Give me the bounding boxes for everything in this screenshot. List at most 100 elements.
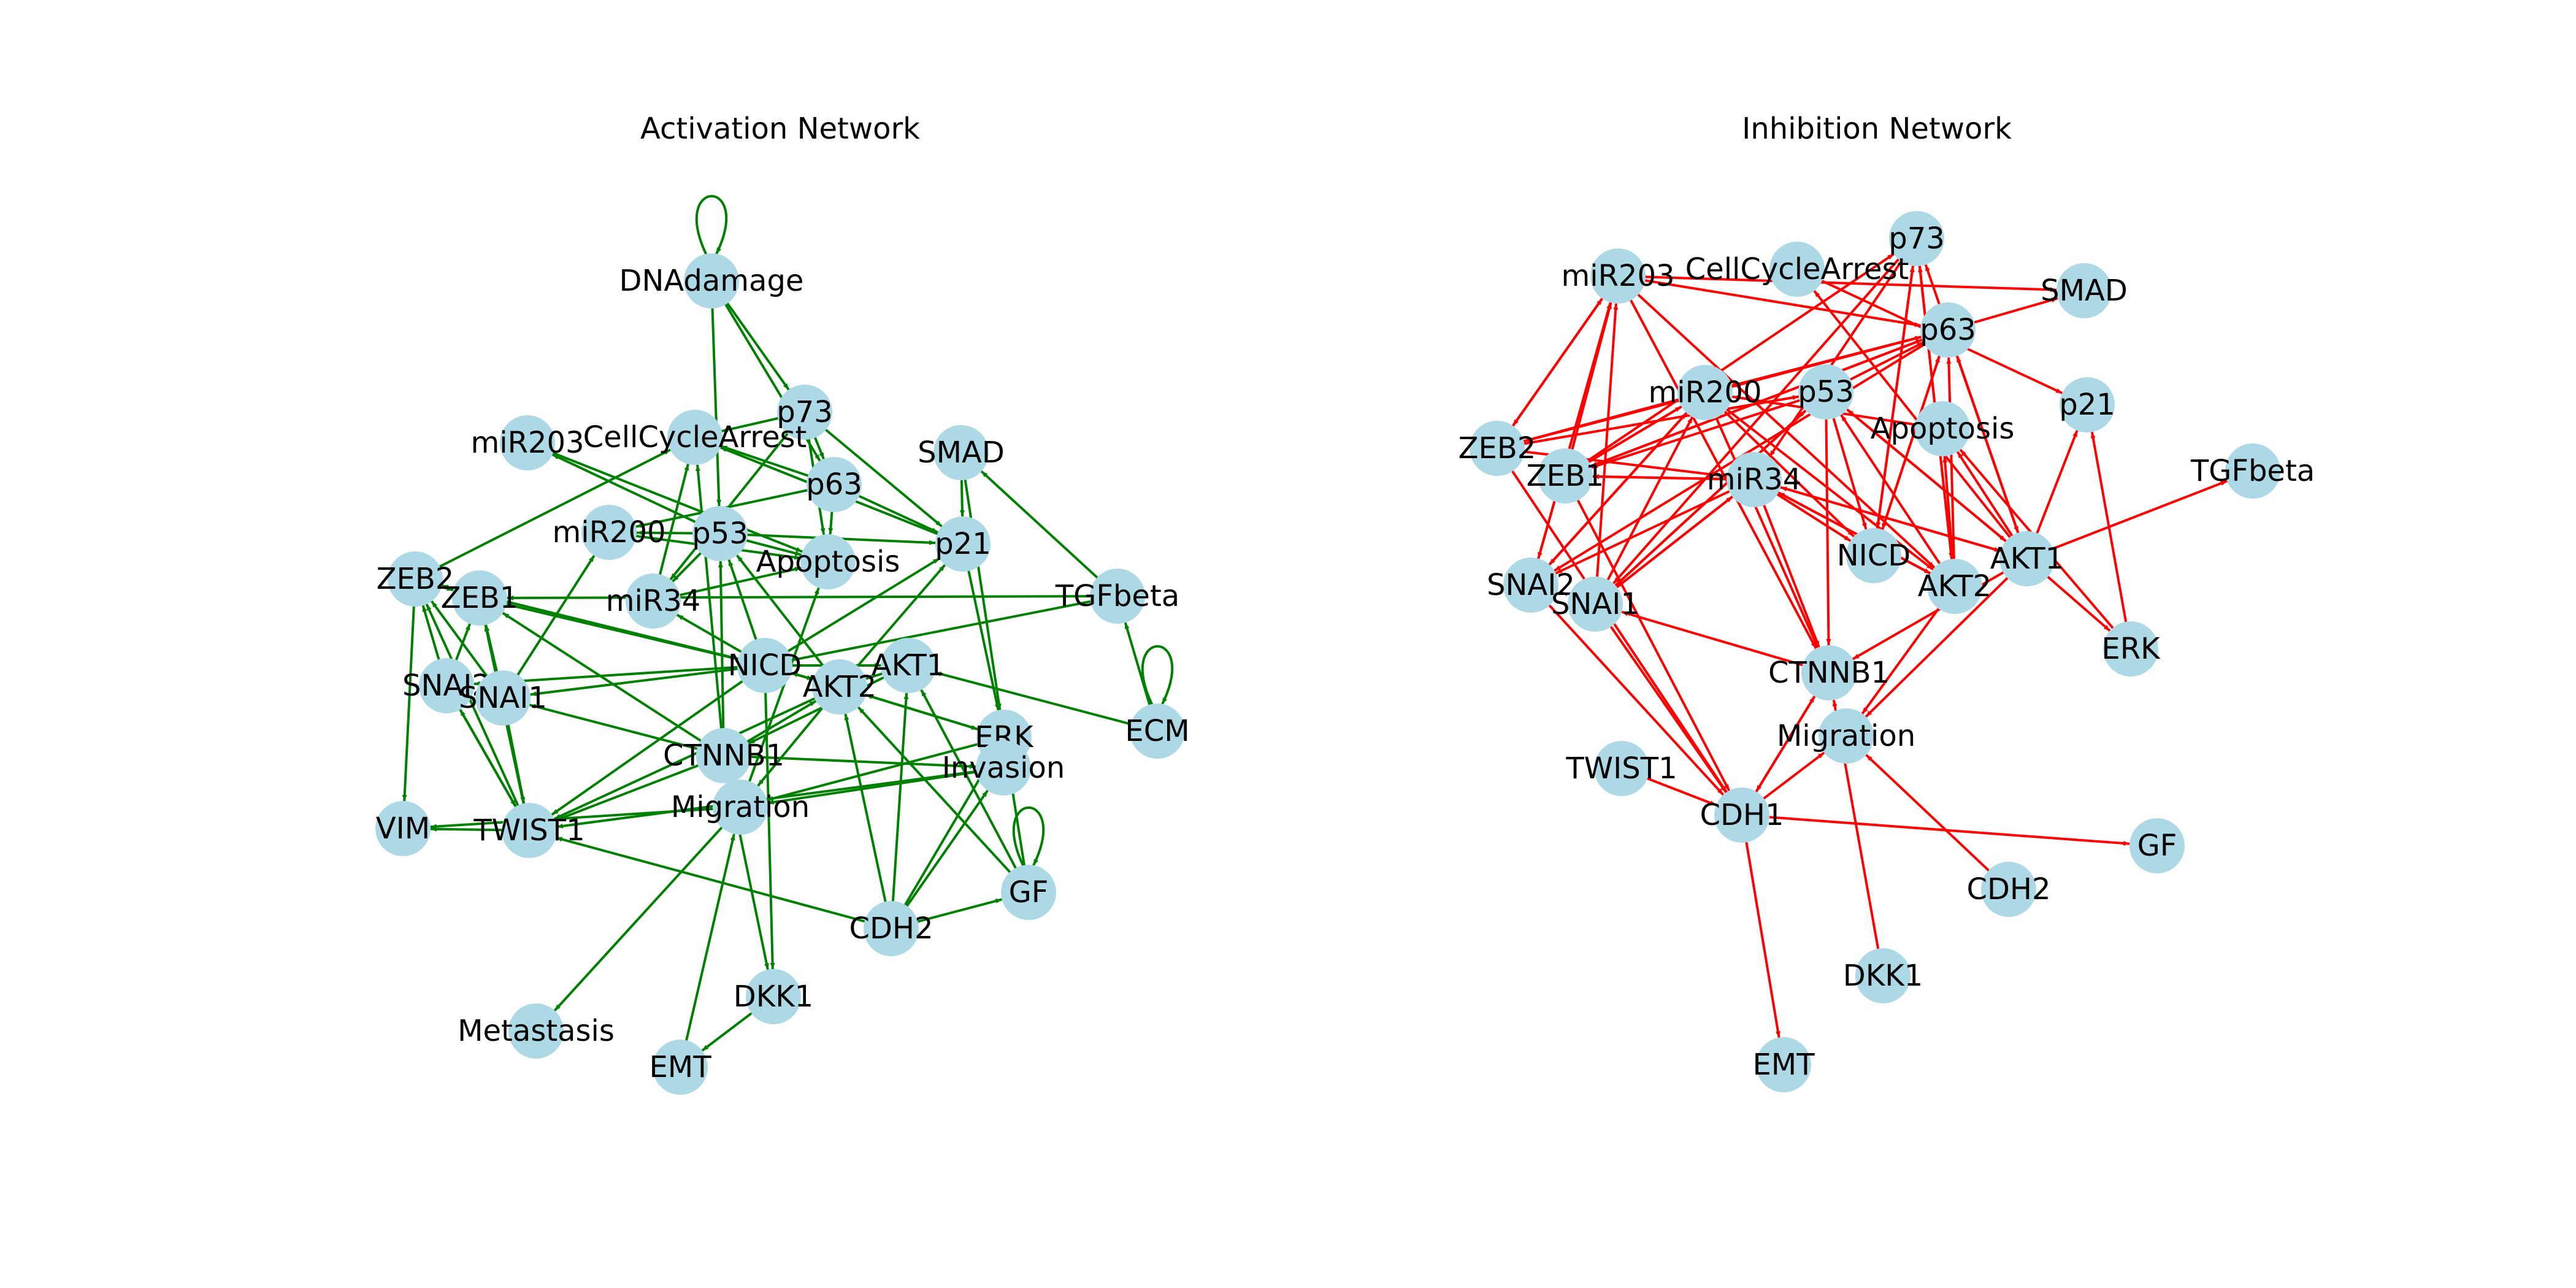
- inhibition-edge-mir200-to-akt2: [1723, 406, 1934, 570]
- activation-edge-p63-to-apoptosis: [828, 508, 834, 535]
- node-label: AKT2: [1918, 569, 1991, 604]
- node-circle: [1999, 531, 2055, 586]
- inhibition-edge-snai1-to-mir200: [1605, 416, 1694, 583]
- node-circle: [864, 901, 919, 956]
- node-label: miR200: [1648, 375, 1761, 410]
- inhibition-node-p73: p73: [1888, 211, 1945, 266]
- node-label: AKT2: [803, 670, 876, 704]
- activation-edge-cdh2-to-invasion: [904, 789, 989, 910]
- node-label: TWIST1: [1565, 751, 1677, 786]
- activation-network-panel: Activation Network DNAdamage p73 SMAD miR20…: [375, 112, 1190, 1095]
- node-label: p63: [806, 467, 862, 502]
- node-label: DKK1: [1843, 959, 1923, 993]
- activation-edge-p63-to-p21: [856, 493, 938, 534]
- activation-edge-nicd-to-mir34: [676, 613, 745, 654]
- activation-edge-tgfbeta-to-nicd: [791, 599, 1094, 662]
- node-label: p21: [2059, 388, 2115, 422]
- node-circle: [933, 425, 989, 480]
- activation-edge-cdh2-to-akt1: [891, 692, 909, 905]
- node-circle: [452, 570, 507, 626]
- node-circle: [2225, 443, 2280, 499]
- activation-edge-p63-to-cellcyclearrest: [720, 445, 811, 478]
- activation-edge-gf-to-gf: [1012, 806, 1045, 867]
- activation-node-apoptosis: Apoptosis: [756, 534, 900, 589]
- node-label: CDH2: [1966, 872, 2050, 907]
- activation-edge-migration-to-metastasis: [553, 824, 725, 1012]
- activation-node-migration: Migration: [671, 780, 810, 835]
- activation-node-invasion: Invasion: [942, 740, 1065, 795]
- node-circle: [2057, 263, 2112, 318]
- node-label: Metastasis: [458, 1014, 615, 1048]
- node-circle: [1714, 788, 1769, 843]
- node-circle: [935, 516, 991, 572]
- inhibition-node-cdh2: CDH2: [1966, 862, 2051, 917]
- node-label: Apoptosis: [756, 545, 900, 579]
- activation-node-akt1: AKT1: [872, 638, 945, 693]
- node-circle: [1538, 448, 1593, 504]
- inhibition-edge-ctnnb1-to-snai1: [1621, 610, 1806, 667]
- node-label: miR200: [552, 515, 665, 550]
- inhibition-node-snai2: SNAI2: [1487, 558, 1575, 613]
- node-label: Invasion: [942, 751, 1065, 785]
- activation-edges: [402, 194, 1174, 1052]
- inhibition-edge-akt1-to-p21: [2034, 430, 2079, 537]
- inhibition-node-p63: p63: [1920, 302, 1976, 358]
- node-label: NICD: [1837, 539, 1911, 573]
- activation-node-p53: p53: [692, 506, 748, 561]
- node-label: Migration: [671, 790, 810, 824]
- activation-node-emt: EMT: [649, 1040, 711, 1095]
- activation-edge-cdh2-to-twist1: [555, 836, 868, 924]
- activation-edge-tgfbeta-to-zeb1: [507, 595, 1094, 600]
- inhibition-node-apoptosis: Apoptosis: [1871, 401, 2014, 456]
- node-circle: [1981, 862, 2036, 917]
- activation-edge-akt2-to-p53: [736, 554, 826, 669]
- node-label: ZEB1: [1527, 459, 1604, 493]
- inhibition-node-p53: p53: [1798, 364, 1854, 420]
- activation-edge-erk-to-akt2: [865, 694, 981, 732]
- inhibition-node-cellcyclearrest: CellCycleArrest: [1685, 242, 1909, 297]
- activation-node-tgfbeta: TGFbeta: [1055, 569, 1179, 624]
- inhibition-edge-p53-to-zeb1: [1591, 398, 1803, 469]
- inhibition-panel-title: Inhibition Network: [1742, 112, 2012, 146]
- node-label: p21: [935, 527, 991, 561]
- activation-node-cellcyclearrest: CellCycleArrest: [583, 410, 807, 465]
- activation-node-ctnnb1: CTNNB1: [663, 728, 784, 783]
- activation-panel-title: Activation Network: [640, 112, 920, 146]
- activation-edge-cdh2-to-erk: [902, 760, 991, 908]
- activation-edge-p73-to-p63: [813, 434, 825, 460]
- activation-node-dnadamage: DNAdamage: [619, 253, 804, 309]
- activation-edge-migration-to-apoptosis: [747, 587, 820, 785]
- inhibition-edge-mir203-to-p63: [1642, 278, 1921, 328]
- inhibition-edge-akt2-to-p53: [1840, 414, 1942, 567]
- node-label: TWIST1: [473, 813, 585, 848]
- node-label: SMAD: [2041, 274, 2128, 308]
- node-circle: [684, 253, 739, 309]
- activation-edge-cdh2-to-gf: [914, 898, 1002, 924]
- node-circle: [692, 506, 748, 561]
- inhibition-edge-mir200-to-ctnnb1: [1714, 414, 1819, 648]
- activation-edge-twist1-to-zeb2: [425, 604, 521, 809]
- activation-edge-nicd-to-p21: [785, 557, 940, 654]
- inhibition-edge-p53-to-ctnnb1: [1825, 416, 1831, 646]
- inhibition-node-gf: GF: [2129, 818, 2185, 873]
- node-label: p53: [692, 516, 748, 551]
- activation-edge-dkk1-to-emt: [701, 1010, 755, 1052]
- activation-edge-p73-to-cellcyclearrest: [721, 416, 781, 432]
- inhibition-edge-mir34-to-nicd: [1774, 491, 1852, 542]
- node-circle: [696, 728, 751, 783]
- node-label: SNAI1: [459, 681, 547, 715]
- inhibition-edge-p53-to-nicd: [1831, 415, 1868, 530]
- inhibition-edge-akt2-to-migration: [1861, 605, 1942, 715]
- node-label: ERK: [2101, 632, 2161, 666]
- node-label: DNAdamage: [619, 264, 804, 298]
- activation-edge-ecm-to-akt1: [935, 671, 1134, 726]
- inhibition-node-zeb2: ZEB2: [1459, 421, 1536, 476]
- inhibition-node-smad: SMAD: [2041, 263, 2128, 318]
- inhibition-edge-akt1-to-p53: [1846, 408, 2009, 545]
- activation-edge-p21-to-erk: [967, 567, 1000, 711]
- activation-node-p21: p21: [935, 516, 991, 572]
- node-label: miR34: [1707, 462, 1802, 497]
- inhibition-edge-cdh1-to-ctnnb1: [1754, 696, 1816, 795]
- node-label: CellCycleArrest: [583, 420, 807, 454]
